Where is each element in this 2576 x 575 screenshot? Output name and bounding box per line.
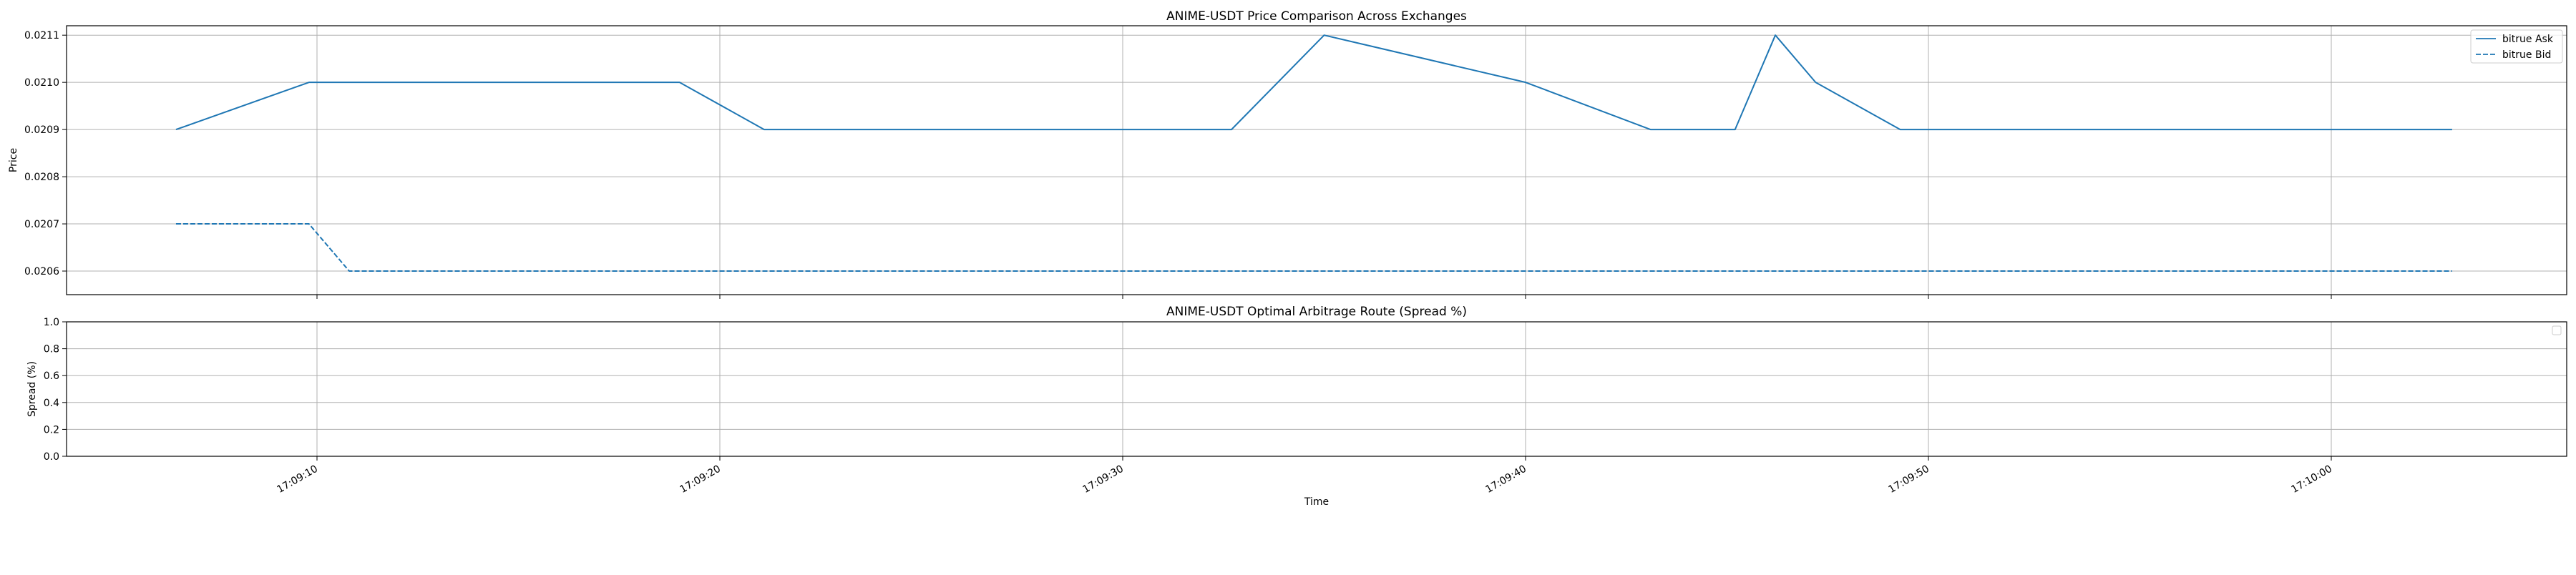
spread-y-tick-label: 0.6 [44, 370, 59, 382]
price-y-tick-label: 0.0210 [24, 77, 59, 89]
bitrue-bid-line [175, 223, 2452, 272]
spread-x-tick-label: 17:09:50 [1887, 463, 1931, 496]
spread-xlabel: Time [1304, 496, 1329, 508]
spread-x-tick-label: 17:09:30 [1081, 463, 1126, 496]
spread-x-tick-label: 17:09:20 [678, 463, 723, 496]
spread-x-tick-label: 17:09:10 [275, 463, 320, 496]
price-y-ticks: 0.0206 0.0207 0.0208 0.0209 0.0210 0.0211 [24, 30, 67, 277]
price-axes-frame [66, 25, 2567, 295]
spread-x-tick-label: 17:10:00 [2290, 463, 2334, 496]
spread-x-tick-label: 17:09:40 [1484, 463, 1528, 496]
spread-y-tick-label: 0.0 [44, 451, 59, 463]
spread-y-tick-label: 0.4 [44, 398, 59, 409]
spread-axes-frame [66, 321, 2567, 457]
price-y-tick-label: 0.0207 [24, 219, 59, 230]
spread-y-tick-label: 0.8 [44, 344, 59, 355]
spread-x-ticks: 17:09:10 17:09:20 17:09:30 17:09:40 17:09:50… [275, 456, 2334, 496]
spread-panel: 0.00.20.40.60.81.0 17:09:10 17:09:20 17:09… [26, 305, 2567, 508]
price-panel: 0.0206 0.0207 0.0208 0.0209 0.0210 0.0211 ANI… [8, 9, 2567, 299]
spread-legend-empty [2552, 325, 2562, 335]
spread-grid [67, 321, 2567, 457]
price-y-tick-label: 0.0206 [24, 266, 59, 277]
legend-ask-label: bitrue Ask [2502, 34, 2554, 45]
spread-y-tick-label: 1.0 [44, 317, 59, 328]
price-legend: bitrue Ask bitrue Bid [2470, 29, 2563, 64]
price-series [175, 34, 2452, 272]
price-x-ticks [316, 295, 2332, 299]
price-title: ANIME-USDT Price Comparison Across Excha… [1166, 9, 1467, 24]
bitrue-ask-line [175, 34, 2452, 131]
price-y-tick-label: 0.0208 [24, 172, 59, 183]
price-y-tick-label: 0.0209 [24, 124, 59, 136]
legend-bid-label: bitrue Bid [2502, 49, 2551, 61]
spread-ylabel: Spread (%) [26, 361, 38, 417]
spread-title: ANIME-USDT Optimal Arbitrage Route (Spre… [1166, 305, 1467, 319]
price-y-tick-label: 0.0211 [24, 30, 59, 41]
price-ylabel: Price [8, 148, 19, 172]
spread-y-tick-label: 0.2 [44, 424, 59, 436]
price-grid [67, 26, 2567, 295]
spread-y-ticks: 0.0 0.2 0.4 0.6 0.8 1.0 [44, 317, 67, 463]
